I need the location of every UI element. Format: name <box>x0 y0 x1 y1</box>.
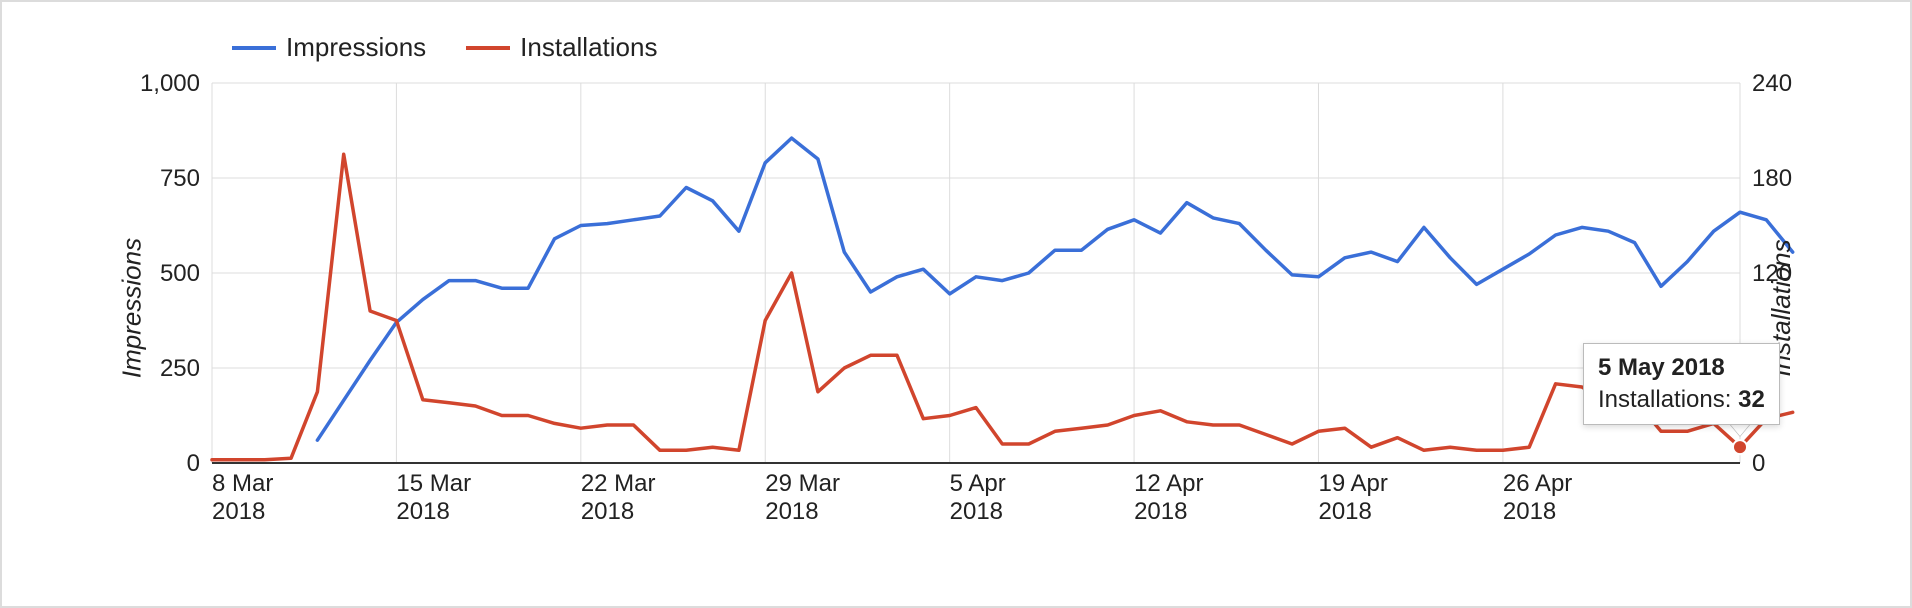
svg-text:180: 180 <box>1752 165 1792 192</box>
tooltip: 5 May 2018 Installations: 32 <box>1583 343 1780 425</box>
legend-label-installations: Installations <box>520 32 657 63</box>
svg-text:15 Mar: 15 Mar <box>396 470 471 497</box>
svg-text:0: 0 <box>1752 450 1765 477</box>
chart-frame: Impressions Installations Impressions In… <box>0 0 1912 608</box>
svg-text:750: 750 <box>160 165 200 192</box>
legend-item-impressions[interactable]: Impressions <box>232 32 426 63</box>
svg-text:2018: 2018 <box>396 498 449 525</box>
tooltip-value: 32 <box>1738 386 1765 413</box>
legend-swatch-installations <box>466 46 510 50</box>
legend-swatch-impressions <box>232 46 276 50</box>
svg-text:2018: 2018 <box>581 498 634 525</box>
tooltip-tail-icon <box>1730 424 1750 436</box>
svg-text:2018: 2018 <box>765 498 818 525</box>
tooltip-metric-label: Installations <box>1598 386 1725 413</box>
legend-item-installations[interactable]: Installations <box>466 32 657 63</box>
legend: Impressions Installations <box>232 32 1870 63</box>
svg-text:8 Mar: 8 Mar <box>212 470 273 497</box>
chart-svg: 02505007501,0000601201802408 Mar201815 M… <box>42 73 1870 543</box>
svg-text:12 Apr: 12 Apr <box>1134 470 1203 497</box>
svg-text:2018: 2018 <box>1318 498 1371 525</box>
svg-text:29 Mar: 29 Mar <box>765 470 840 497</box>
svg-text:5 Apr: 5 Apr <box>950 470 1006 497</box>
svg-text:1,000: 1,000 <box>140 73 200 97</box>
svg-text:2018: 2018 <box>950 498 1003 525</box>
tooltip-row: Installations: 32 <box>1598 386 1765 414</box>
svg-text:0: 0 <box>187 450 200 477</box>
svg-text:26 Apr: 26 Apr <box>1503 470 1572 497</box>
y-axis-left-label: Impressions <box>117 238 148 378</box>
svg-text:500: 500 <box>160 260 200 287</box>
svg-text:2018: 2018 <box>212 498 265 525</box>
legend-label-impressions: Impressions <box>286 32 426 63</box>
svg-text:22 Mar: 22 Mar <box>581 470 656 497</box>
svg-text:250: 250 <box>160 355 200 382</box>
svg-text:2018: 2018 <box>1503 498 1556 525</box>
tooltip-date: 5 May 2018 <box>1598 354 1765 382</box>
svg-text:240: 240 <box>1752 73 1792 97</box>
svg-text:2018: 2018 <box>1134 498 1187 525</box>
chart-area[interactable]: Impressions Installations 0 250 500 750 1,00… <box>42 73 1870 543</box>
svg-text:19 Apr: 19 Apr <box>1318 470 1387 497</box>
